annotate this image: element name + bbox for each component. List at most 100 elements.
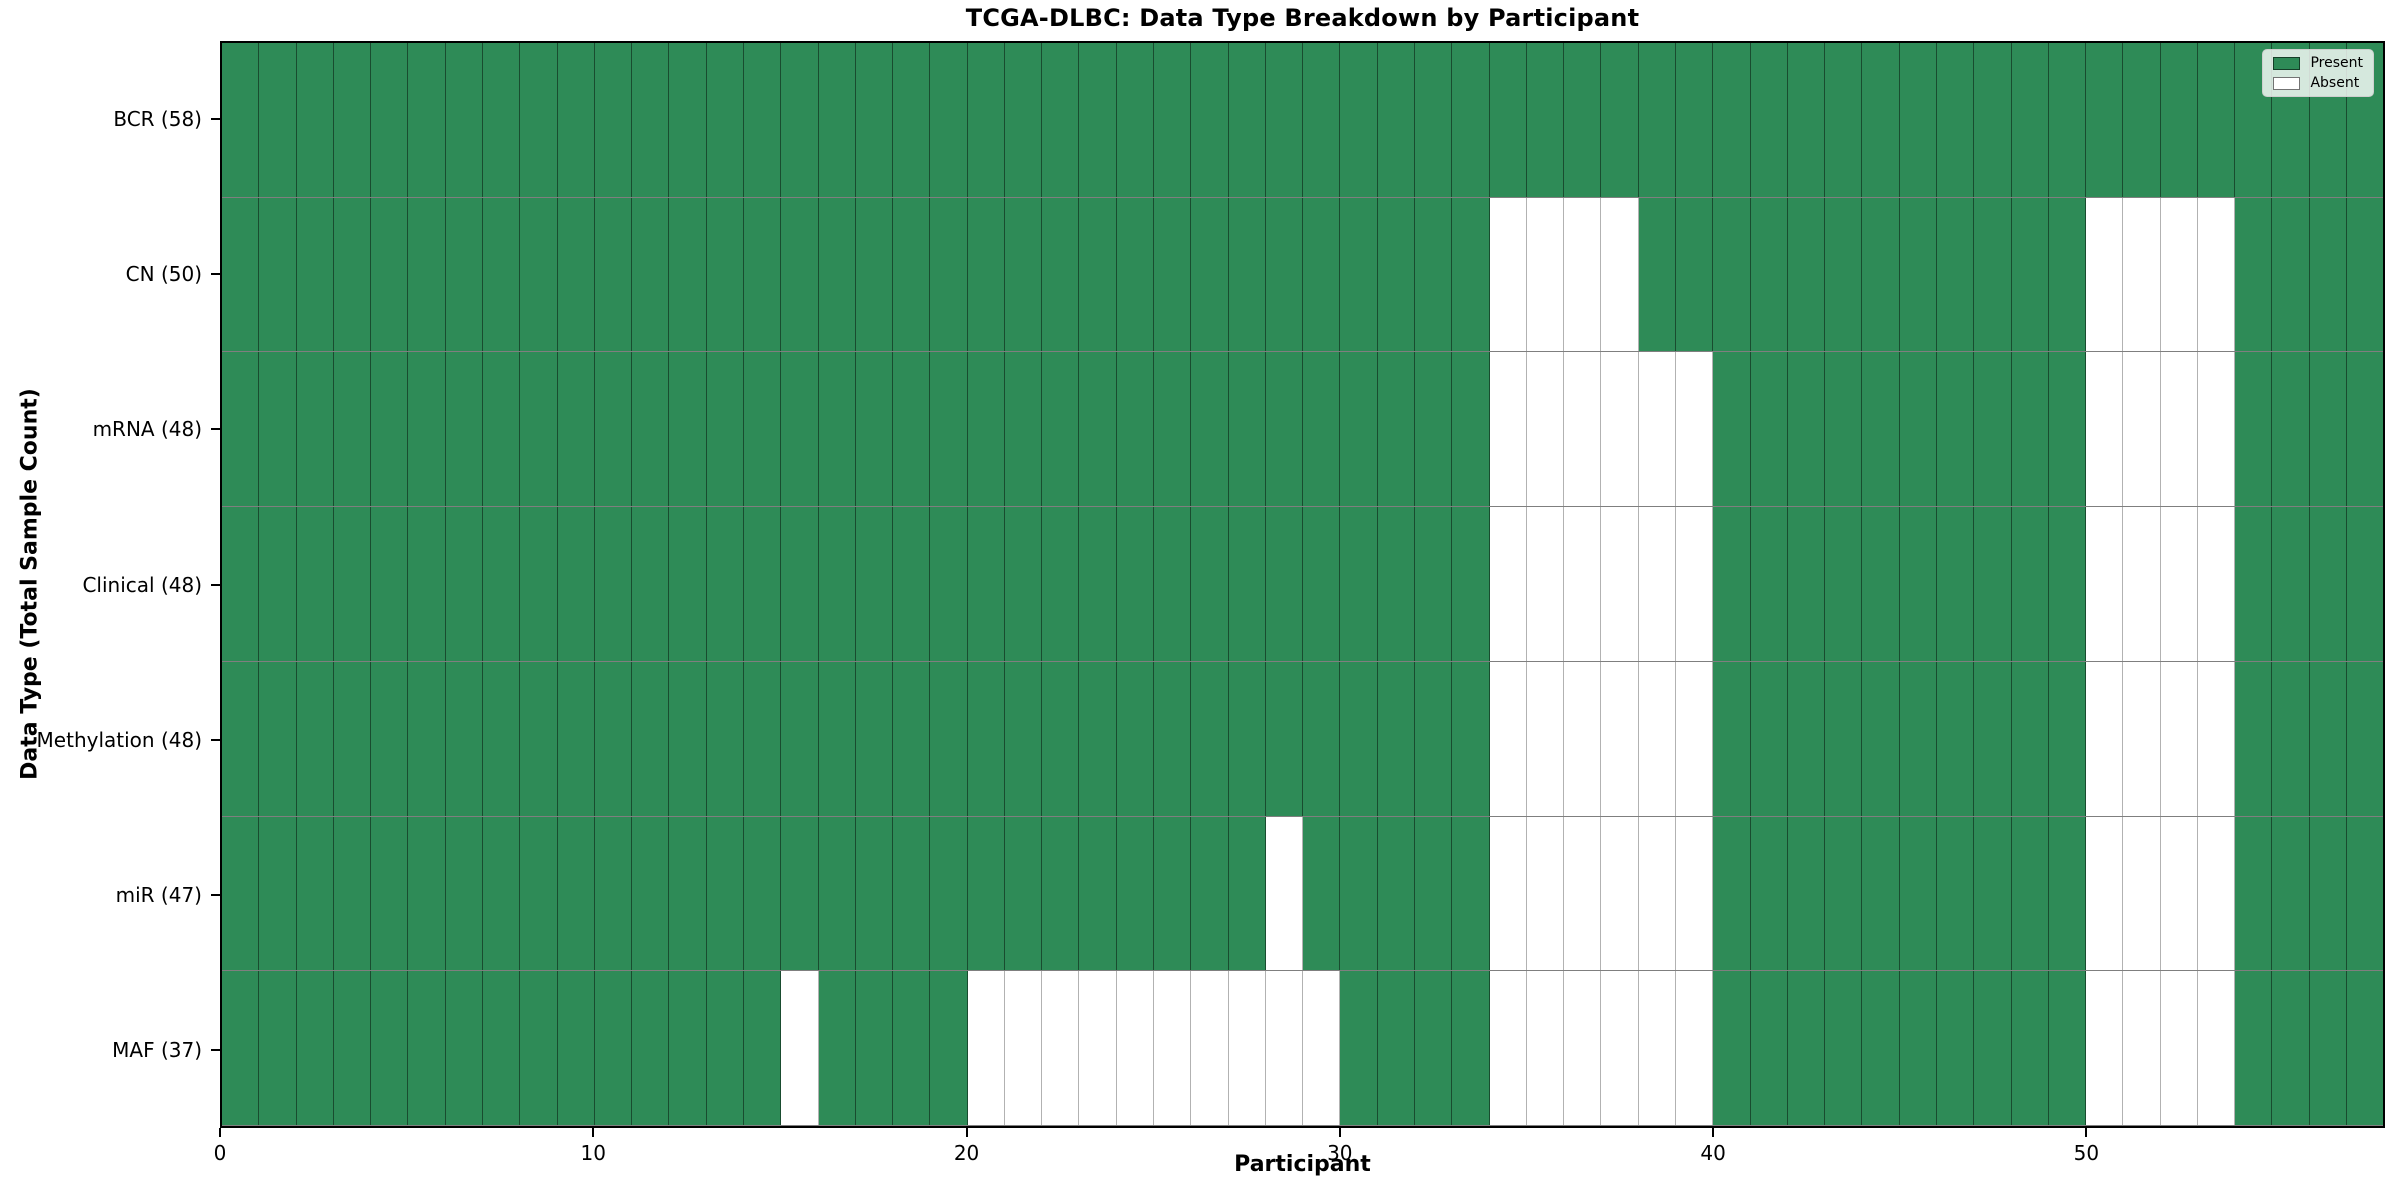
heatmap-cell (1638, 661, 1676, 816)
heatmap-cell (1750, 816, 1788, 971)
heatmap-cell (482, 971, 521, 1126)
heatmap-cell (1713, 971, 1751, 1126)
heatmap-cell (1974, 507, 2012, 661)
heatmap-cell (2197, 971, 2236, 1126)
heatmap-cell (1415, 352, 1453, 507)
heatmap-cell (2272, 661, 2310, 816)
heatmap-cell (1265, 971, 1304, 1126)
heatmap-cell (967, 971, 1005, 1126)
heatmap-cell (2235, 661, 2273, 816)
heatmap-cell (1899, 661, 1937, 816)
heatmap-cell (520, 661, 558, 816)
heatmap-cell (1154, 816, 1192, 971)
heatmap-cell (743, 352, 782, 507)
heatmap-cell (222, 661, 260, 816)
heatmap-cell (2309, 661, 2348, 816)
heatmap-cell (1974, 352, 2012, 507)
heatmap-cell (333, 661, 372, 816)
heatmap-cell (893, 661, 931, 816)
legend-label: Present (2310, 55, 2363, 71)
heatmap-cell (2048, 661, 2087, 816)
heatmap-cell (2309, 507, 2348, 661)
heatmap-cell (1377, 816, 1415, 971)
heatmap-cell (1042, 197, 1080, 352)
heatmap-cell (669, 971, 707, 1126)
heatmap-cell (1340, 816, 1378, 971)
heatmap-cell (1228, 507, 1266, 661)
heatmap-cell (1191, 971, 1229, 1126)
heatmap-row-clinical (222, 507, 2384, 662)
heatmap-cell (1452, 971, 1490, 1126)
heatmap-cell (1452, 197, 1490, 352)
heatmap-cell (1116, 352, 1155, 507)
heatmap-cell (2123, 661, 2161, 816)
heatmap-cell (1526, 507, 1565, 661)
y-tick-label: BCR (58) (113, 106, 202, 131)
y-tick-mark (211, 583, 220, 586)
heatmap-cell (222, 507, 260, 661)
heatmap-cell (1936, 197, 1975, 352)
heatmap-cell (1675, 661, 1714, 816)
heatmap-cell (1787, 661, 1826, 816)
heatmap-cell (967, 507, 1005, 661)
heatmap-cell (2160, 197, 2198, 352)
heatmap-cell (1079, 661, 1117, 816)
heatmap-cell (557, 971, 595, 1126)
heatmap-cell (557, 352, 595, 507)
heatmap-cell (1526, 816, 1565, 971)
y-tick-label: MAF (37) (112, 1038, 202, 1063)
heatmap-cell (296, 352, 334, 507)
heatmap-cell (1415, 43, 1453, 197)
heatmap-cell (1638, 971, 1676, 1126)
heatmap-cell (893, 507, 931, 661)
heatmap-cell (967, 43, 1005, 197)
heatmap-cell (1713, 352, 1751, 507)
heatmap-cell (594, 971, 633, 1126)
heatmap-cell (2235, 352, 2273, 507)
heatmap-cell (594, 352, 633, 507)
heatmap-row-methylation (222, 661, 2384, 817)
heatmap-cell (333, 197, 372, 352)
heatmap-cell (1079, 352, 1117, 507)
heatmap-cell (1265, 661, 1304, 816)
heatmap-cell (632, 816, 670, 971)
heatmap-cell (2048, 352, 2087, 507)
heatmap-cell (855, 197, 894, 352)
heatmap-cell (1825, 352, 1863, 507)
heatmap-cell (781, 352, 819, 507)
heatmap-cell (743, 816, 782, 971)
heatmap-cell (1415, 661, 1453, 816)
heatmap-cell (1936, 661, 1975, 816)
heatmap-cell (2123, 816, 2161, 971)
heatmap-cell (1862, 661, 1900, 816)
heatmap-cell (743, 197, 782, 352)
heatmap-cell (1489, 816, 1527, 971)
heatmap-cell (1377, 507, 1415, 661)
heatmap-cell (1564, 816, 1602, 971)
heatmap-cell (632, 43, 670, 197)
heatmap-cell (1750, 661, 1788, 816)
heatmap-cell (333, 352, 372, 507)
x-tick-label: 50 (2073, 1141, 2100, 1165)
heatmap-cell (1116, 661, 1155, 816)
heatmap-cell (1974, 816, 2012, 971)
heatmap-cell (1675, 43, 1714, 197)
heatmap-cell (706, 352, 744, 507)
heatmap-cell (557, 197, 595, 352)
heatmap-cell (222, 816, 260, 971)
heatmap-cell (1004, 971, 1043, 1126)
heatmap-cell (445, 507, 483, 661)
heatmap-cell (1899, 507, 1937, 661)
heatmap-cell (1340, 197, 1378, 352)
heatmap-cell (1713, 816, 1751, 971)
heatmap-cell (1154, 507, 1192, 661)
heatmap-cell (1750, 43, 1788, 197)
heatmap-cell (1042, 971, 1080, 1126)
heatmap-cell (967, 816, 1005, 971)
heatmap-cell (371, 816, 409, 971)
heatmap-cell (2309, 197, 2348, 352)
heatmap-cell (1526, 661, 1565, 816)
heatmap-cell (259, 43, 297, 197)
heatmap-cell (1675, 507, 1714, 661)
heatmap-cell (1675, 352, 1714, 507)
